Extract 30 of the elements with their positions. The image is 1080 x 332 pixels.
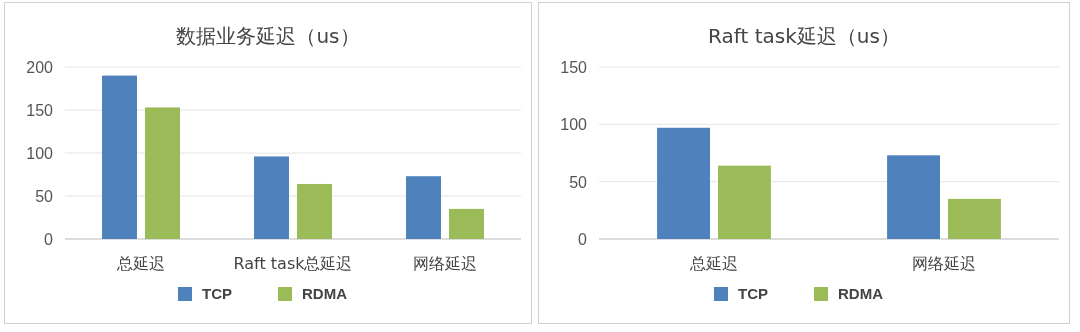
chart-title: 数据业务延迟（us）	[176, 24, 360, 48]
bar	[449, 208, 484, 239]
bar	[657, 127, 710, 239]
x-tick-label: 总延迟	[116, 254, 165, 273]
y-tick-label: 100	[26, 145, 54, 162]
bar	[406, 176, 441, 239]
y-tick-label: 0	[44, 231, 54, 248]
y-tick-label: 200	[26, 59, 54, 76]
y-tick-label: 150	[26, 102, 54, 119]
bar	[102, 75, 137, 239]
chart-title: Raft task延迟（us）	[708, 24, 900, 48]
x-tick-label: 网络延迟	[413, 254, 477, 273]
y-tick-label: 100	[560, 116, 588, 134]
bar	[297, 183, 332, 239]
y-tick-label: 50	[35, 188, 54, 205]
legend-label: RDMA	[838, 285, 884, 302]
legend-label: TCP	[738, 285, 768, 302]
x-tick-label: Raft task总延迟	[233, 254, 353, 273]
y-tick-label: 0	[578, 231, 588, 248]
bar	[254, 156, 289, 239]
legend-label: TCP	[202, 285, 232, 302]
x-tick-label: 总延迟	[689, 254, 738, 273]
x-tick-label: 网络延迟	[912, 254, 976, 273]
y-tick-label: 150	[560, 59, 588, 76]
bar	[718, 165, 771, 239]
legend-label: RDMA	[302, 285, 348, 302]
y-tick-label: 50	[569, 173, 588, 191]
bar	[887, 155, 940, 239]
bar	[948, 198, 1001, 239]
bar	[145, 107, 180, 239]
